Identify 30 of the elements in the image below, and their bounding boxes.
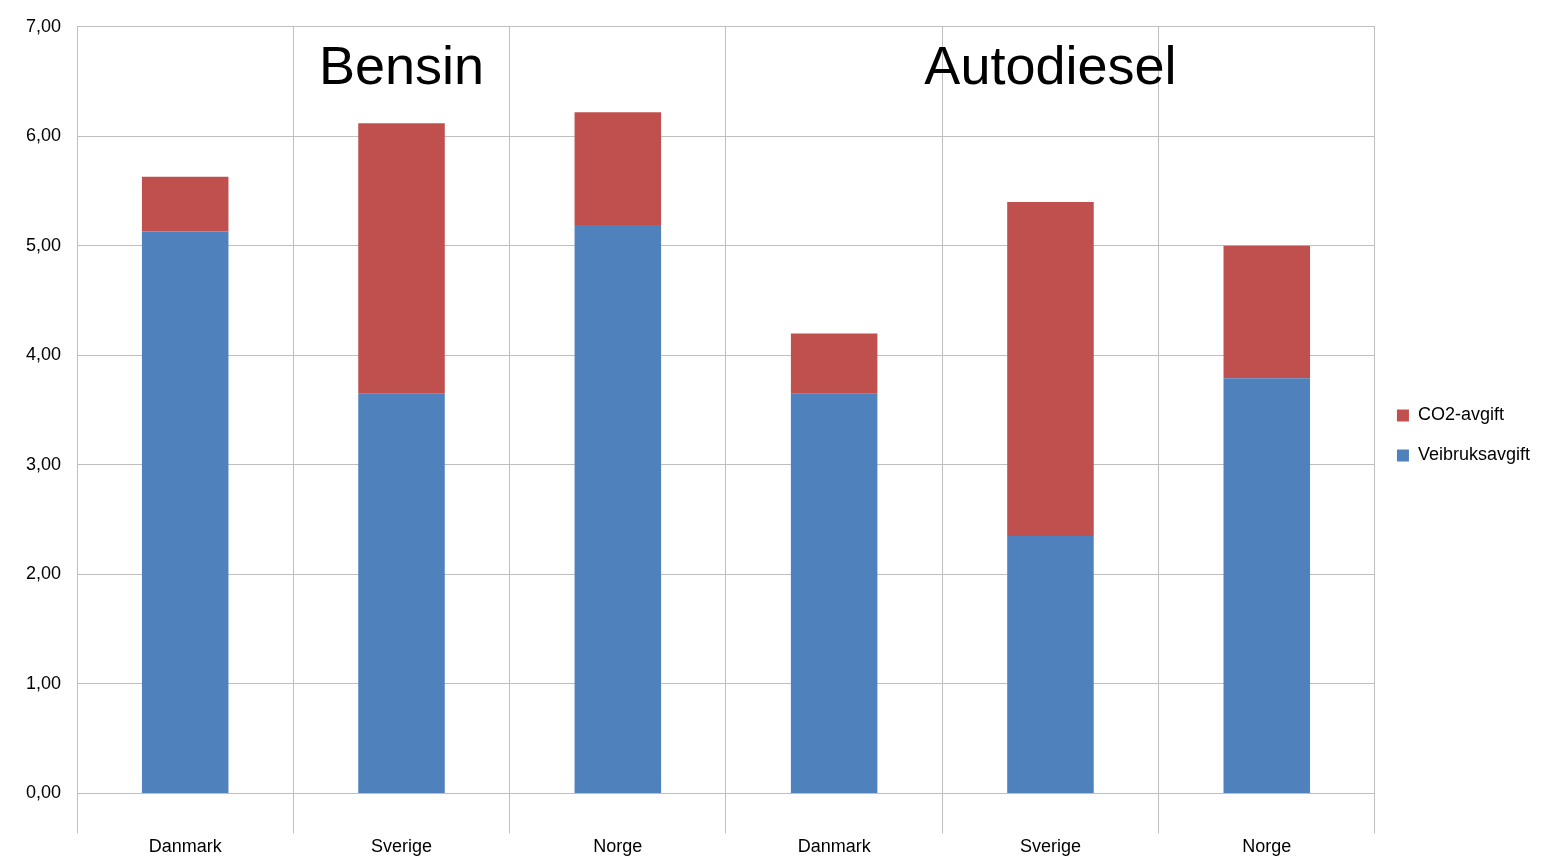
bar [1223, 245, 1311, 379]
bar [574, 112, 662, 226]
y-tick-label: 0,00 [25, 782, 62, 803]
bar [1007, 536, 1094, 793]
bar [358, 123, 445, 394]
bar [1007, 202, 1094, 537]
y-tick-label: 3,00 [25, 453, 62, 474]
annotation: Bensin [318, 34, 485, 95]
y-tick-label: 6,00 [25, 125, 62, 146]
x-tick-label: Sverige [370, 836, 433, 857]
bar [141, 231, 229, 793]
legend-label: Veibruksavgift [1417, 444, 1530, 465]
x-tick-label: Sverige [1019, 836, 1081, 857]
y-tick-label: 2,00 [25, 563, 62, 584]
x-tick-label: Danmark [797, 836, 872, 857]
bar [790, 393, 878, 793]
bar [1223, 378, 1311, 793]
y-tick-label: 1,00 [25, 672, 62, 693]
y-tick-label: 5,00 [25, 234, 62, 255]
bar [141, 176, 229, 232]
bar [574, 225, 662, 793]
y-tick-label: 4,00 [25, 344, 62, 365]
annotation: Autodiesel [924, 34, 1177, 95]
x-tick-label: Norge [1242, 836, 1292, 857]
x-tick-label: Danmark [148, 836, 223, 857]
y-tick-label: 7,00 [25, 15, 62, 36]
bar [790, 333, 878, 394]
legend-label: CO2-avgift [1417, 404, 1504, 425]
x-tick-label: Norge [593, 836, 643, 857]
bar [358, 393, 445, 793]
